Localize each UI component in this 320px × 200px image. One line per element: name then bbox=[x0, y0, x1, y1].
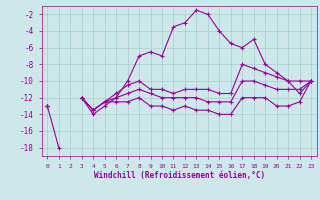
X-axis label: Windchill (Refroidissement éolien,°C): Windchill (Refroidissement éolien,°C) bbox=[94, 171, 265, 180]
